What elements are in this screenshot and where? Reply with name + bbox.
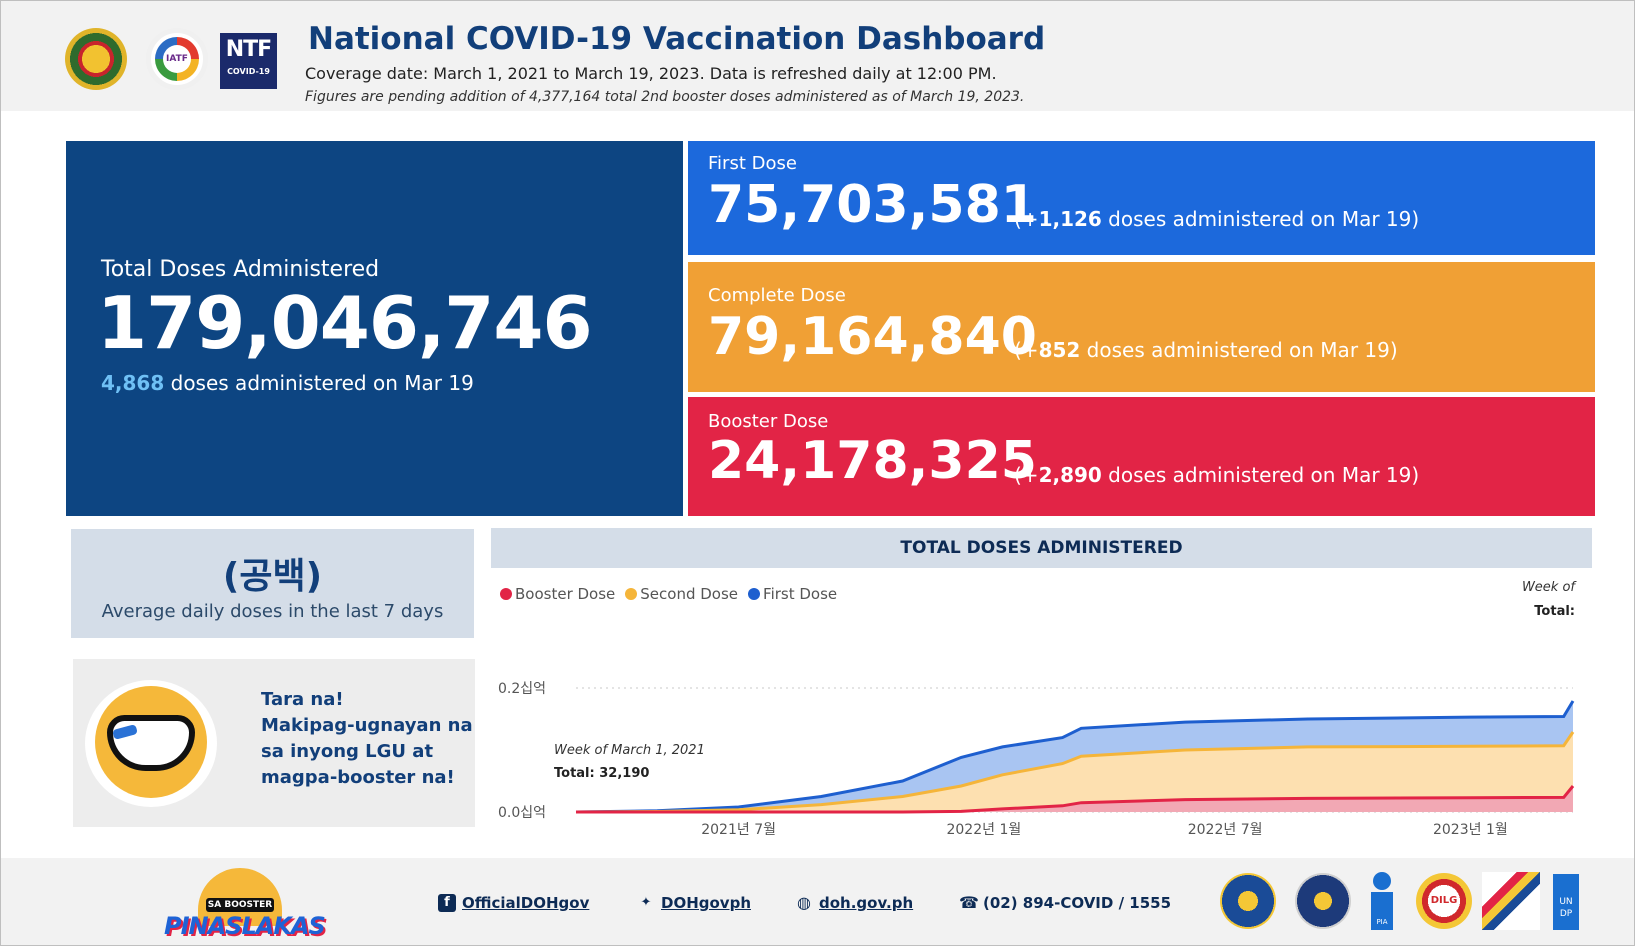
legend-item-first[interactable]: First Dose	[748, 585, 837, 603]
facebook-icon: f	[438, 894, 456, 912]
phone-link[interactable]: ☎ (02) 894-COVID / 1555	[959, 893, 1172, 913]
undp-logo-text: UN DP	[1559, 897, 1573, 919]
chart-title: TOTAL DOSES ADMINISTERED	[491, 528, 1592, 568]
booster-dose-delta-value: 2,890	[1038, 463, 1102, 487]
undp-logo-icon: UN DP	[1553, 874, 1579, 930]
series-line-second	[575, 731, 1575, 814]
booster-dose-card: Booster Dose 24,178,325 (+2,890 doses ad…	[688, 397, 1595, 516]
facebook-link[interactable]: f OfficialDOHgov	[438, 894, 589, 912]
promo-line: Tara na!	[261, 689, 344, 710]
series-line-first	[575, 700, 1575, 814]
booster-dose-label: Booster Dose	[708, 411, 829, 432]
flexed-arm-icon	[85, 680, 217, 807]
promo-text: Tara na! Makipag-ugnayan na sa inyong LG…	[261, 687, 473, 791]
first-dose-delta: (+1,126 doses administered on Mar 19)	[1014, 207, 1420, 231]
average-daily-card: (공백) Average daily doses in the last 7 d…	[71, 529, 474, 638]
iatf-logo-text: IATF	[163, 45, 191, 73]
pia-logo-text: PIA	[1371, 892, 1393, 930]
promo-line: magpa-booster na!	[261, 767, 455, 788]
legend-item-second[interactable]: Second Dose	[625, 585, 738, 603]
x-tick-label: 2023년 1월	[1433, 822, 1508, 838]
total-doses-value: 179,046,746	[97, 281, 593, 365]
dilg-seal-icon: DILG	[1416, 873, 1472, 929]
chart-legend: Booster Dose Second Dose First Dose	[500, 585, 837, 603]
tooltip-total-label: Total:	[1534, 604, 1575, 619]
pcoo-seal-icon	[1295, 873, 1351, 929]
average-daily-value: (공백)	[222, 556, 323, 597]
complete-dose-delta: (+852 doses administered on Mar 19)	[1014, 338, 1398, 362]
first-dose-card: First Dose 75,703,581 (+1,126 doses admi…	[688, 141, 1595, 255]
legend-dot-booster	[500, 588, 512, 600]
x-tick-label: 2022년 1월	[946, 822, 1021, 838]
promo-line: Makipag-ugnayan na	[261, 715, 473, 736]
office-of-president-seal-icon	[1220, 873, 1276, 929]
area-booster	[576, 786, 1573, 812]
iatf-logo-icon: IATF	[146, 28, 208, 90]
average-daily-label: Average daily doses in the last 7 days	[101, 601, 444, 622]
legend-dot-second	[625, 588, 638, 600]
x-tick-label: 2022년 7월	[1188, 822, 1263, 838]
series-line-booster	[576, 785, 1575, 814]
chart-annotation-total: Total: 32,190	[554, 766, 650, 781]
dilg-logo-text: DILG	[1430, 895, 1458, 906]
complete-dose-card: Complete Dose 79,164,840 (+852 doses adm…	[688, 262, 1595, 392]
total-doses-label: Total Doses Administered	[101, 257, 380, 282]
header: IATF NTF COVID-19 National COVID-19 Vacc…	[1, 1, 1634, 111]
legend-item-booster[interactable]: Booster Dose	[500, 585, 615, 603]
booster-dose-delta: (+2,890 doses administered on Mar 19)	[1014, 463, 1420, 487]
complete-dose-value: 79,164,840	[708, 307, 1037, 367]
partner-logo-icon	[1482, 872, 1540, 930]
legend-dot-first	[748, 588, 761, 600]
total-daily-doses: 4,868 doses administered on Mar 19	[101, 371, 474, 395]
twitter-icon: ✦	[640, 895, 652, 910]
pinaslakas-word: PINASLAKAS	[164, 912, 326, 940]
twitter-link[interactable]: ✦ DOHgovph	[637, 894, 751, 912]
total-doses-card: Total Doses Administered 179,046,746 4,8…	[66, 141, 683, 516]
x-tick-label: 2021년 7월	[701, 822, 776, 838]
doh-seal-icon	[65, 28, 127, 90]
booster-promo-card: Tara na! Makipag-ugnayan na sa inyong LG…	[73, 659, 475, 827]
tooltip-week-label: Week of	[1521, 580, 1575, 595]
total-daily-value: 4,868	[101, 371, 165, 395]
pinaslakas-badge: SA BOOSTER	[206, 898, 274, 912]
chart-annotation-week: Week of March 1, 2021	[554, 743, 705, 758]
globe-icon: ◍	[797, 893, 811, 912]
ntf-logo-subtext: COVID-19	[227, 67, 270, 76]
phone-icon: ☎	[959, 893, 979, 912]
first-dose-value: 75,703,581	[708, 175, 1037, 235]
footer: SA BOOSTER PINASLAKAS f OfficialDOHgov ✦ D…	[1, 858, 1634, 945]
ntf-logo-icon: NTF COVID-19	[220, 33, 277, 89]
first-dose-label: First Dose	[708, 153, 797, 174]
page-title: National COVID-19 Vaccination Dashboard	[308, 21, 1046, 57]
y-tick-label: 0.0십억	[498, 805, 546, 821]
coverage-date: Coverage date: March 1, 2021 to March 19…	[305, 64, 997, 83]
booster-dose-value: 24,178,325	[708, 431, 1037, 491]
pinaslakas-logo: SA BOOSTER PINASLAKAS	[164, 862, 326, 940]
complete-dose-delta-value: 852	[1038, 338, 1081, 362]
area-second	[576, 732, 1573, 812]
doses-area-chart[interactable]: 0.2십억 0.0십억 2021년 7월 2022년 1월 2022년 7월 2023년 …	[491, 660, 1592, 840]
pending-note: Figures are pending addition of 4,377,16…	[305, 89, 1025, 105]
ntf-logo-text: NTF	[225, 37, 272, 62]
website-link[interactable]: ◍ doh.gov.ph	[795, 893, 913, 913]
first-dose-delta-value: 1,126	[1038, 207, 1102, 231]
complete-dose-label: Complete Dose	[708, 285, 846, 306]
pia-logo-icon: PIA	[1371, 872, 1393, 932]
y-tick-label: 0.2십억	[498, 681, 546, 697]
promo-line: sa inyong LGU at	[261, 741, 434, 762]
total-daily-suffix: doses administered on Mar 19	[164, 371, 474, 395]
